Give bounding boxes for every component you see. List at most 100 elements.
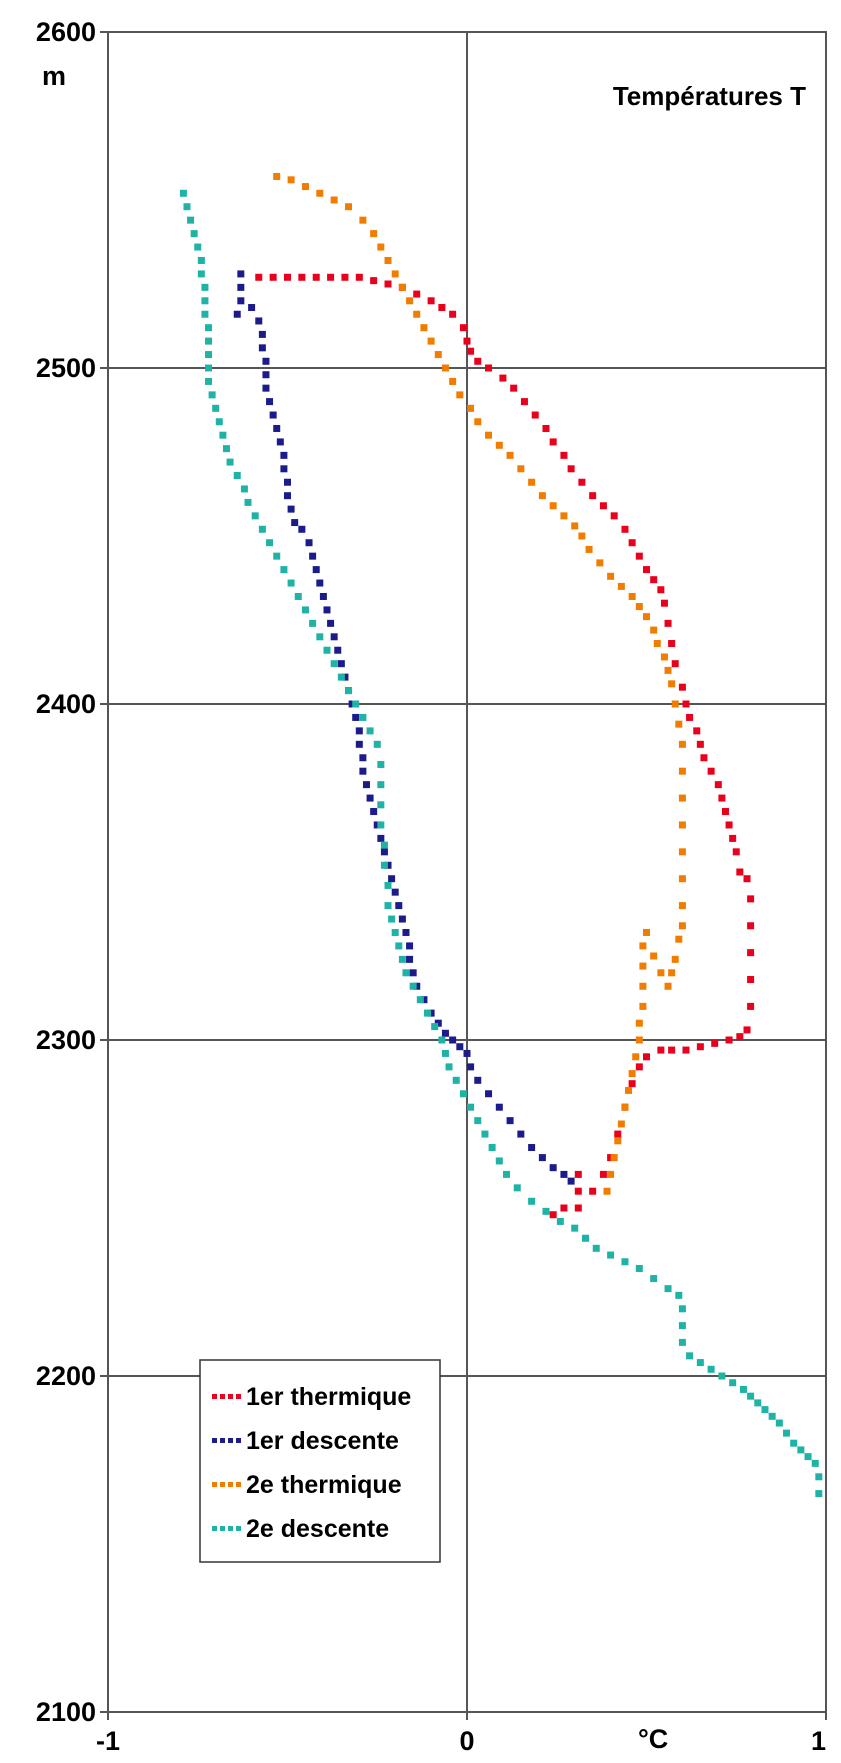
data-point [747,922,755,930]
data-point [485,431,493,439]
data-point [635,1063,643,1071]
data-point [441,1029,449,1037]
data-point [319,592,327,600]
data-point [298,525,306,533]
x-axis-label: °C [638,1724,668,1754]
data-point [675,935,683,943]
data-point [549,438,557,446]
data-point [485,1090,493,1098]
x-tick-label: -1 [96,1726,120,1756]
data-point [678,922,686,930]
data-point [377,760,385,768]
data-point [678,794,686,802]
data-point [693,727,701,735]
data-point [736,868,744,876]
data-point [560,1170,568,1178]
data-point [438,304,446,312]
data-point [434,351,442,359]
data-point [427,297,435,305]
data-point [179,189,187,197]
data-point [549,502,557,510]
data-point [657,969,665,977]
legend-marker [236,1394,241,1399]
legend: 1er thermique 1er descente 2e thermique 2e … [199,1359,441,1563]
data-point [244,498,252,506]
data-point [474,1076,482,1084]
data-point [668,969,676,977]
data-point [743,875,751,883]
data-point [578,532,586,540]
data-point [682,1046,690,1054]
data-point [398,283,406,291]
data-point [226,458,234,466]
data-point [506,1117,514,1125]
data-point [639,1002,647,1010]
data-point [316,633,324,641]
data-point [237,297,245,305]
data-point [327,273,335,281]
data-point [560,512,568,520]
series-3 [273,172,686,1195]
y-tick-label: 2500 [36,353,96,383]
data-point [671,660,679,668]
data-point [352,713,360,721]
data-point [610,1154,618,1162]
data-point [384,280,392,288]
data-point [197,270,205,278]
data-point [721,808,729,816]
data-point [635,1264,643,1272]
legend-label: 1er descente [246,1427,399,1455]
legend-marker [228,1526,233,1531]
data-point [287,176,295,184]
data-point [668,680,676,688]
data-point [664,619,672,627]
data-point [592,1244,600,1252]
data-point [682,700,690,708]
legend-marker [236,1438,241,1443]
data-point [373,740,381,748]
data-point [614,1137,622,1145]
data-point [341,673,349,681]
legend-marker [228,1438,233,1443]
data-point [632,1053,640,1061]
data-point [725,1036,733,1044]
series-1 [255,273,755,1219]
legend-marker [220,1526,225,1531]
data-point [556,1217,564,1225]
data-point [621,525,629,533]
data-point [607,572,615,580]
data-point [377,801,385,809]
data-point [686,1352,694,1360]
data-point [635,603,643,611]
data-point [197,256,205,264]
data-point [233,310,241,318]
data-point [643,613,650,621]
data-point [327,619,335,627]
data-point [355,740,363,748]
data-point [657,586,665,594]
data-point [696,1043,704,1051]
data-point [664,982,672,990]
data-point [237,283,245,291]
data-point [581,1234,589,1242]
data-point [747,1002,755,1010]
data-point [607,1170,615,1178]
data-point [251,512,259,520]
data-point [205,377,213,385]
data-point [359,754,367,762]
data-point [441,364,449,372]
data-point [284,273,291,281]
data-point [287,505,295,513]
data-point [513,1184,521,1192]
data-point [617,582,625,590]
data-point [294,592,302,600]
data-point [700,754,708,762]
data-point [391,888,399,896]
data-point [402,928,410,936]
data-point [269,273,277,281]
data-point [291,519,299,527]
data-point [258,330,266,338]
data-point [668,1046,676,1054]
data-point [219,431,227,439]
data-point [617,1120,625,1128]
